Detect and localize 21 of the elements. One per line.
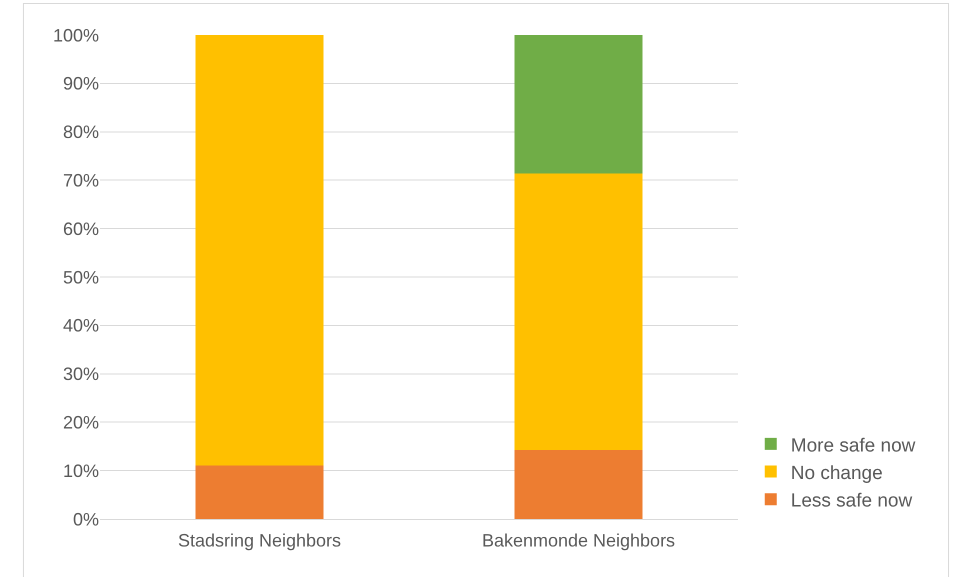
- y-tick-label: 70%: [62, 170, 99, 190]
- x-tick-label: Stadsring Neighbors: [178, 530, 342, 551]
- bar: [514, 173, 642, 450]
- y-tick-label: 40%: [62, 316, 99, 336]
- legend-label: Less safe now: [790, 490, 912, 512]
- y-tick-label: 60%: [62, 218, 99, 239]
- y-tick-label: 90%: [62, 74, 99, 94]
- bar: [514, 450, 642, 519]
- bar: [196, 465, 324, 519]
- bar: [514, 35, 642, 174]
- y-tick-label: 50%: [62, 267, 99, 288]
- x-tick-label: Bakenmonde Neighbors: [482, 530, 676, 551]
- legend-label: No change: [790, 462, 883, 484]
- legend-label: More safe now: [790, 435, 916, 456]
- y-tick-label: 0%: [72, 509, 99, 530]
- y-tick-label: 30%: [62, 364, 99, 384]
- y-tick-label: 100%: [52, 25, 99, 46]
- y-tick-label: 10%: [62, 460, 99, 481]
- bar: [196, 35, 324, 466]
- y-tick-label: 20%: [62, 412, 99, 432]
- y-tick-label: 80%: [62, 122, 99, 142]
